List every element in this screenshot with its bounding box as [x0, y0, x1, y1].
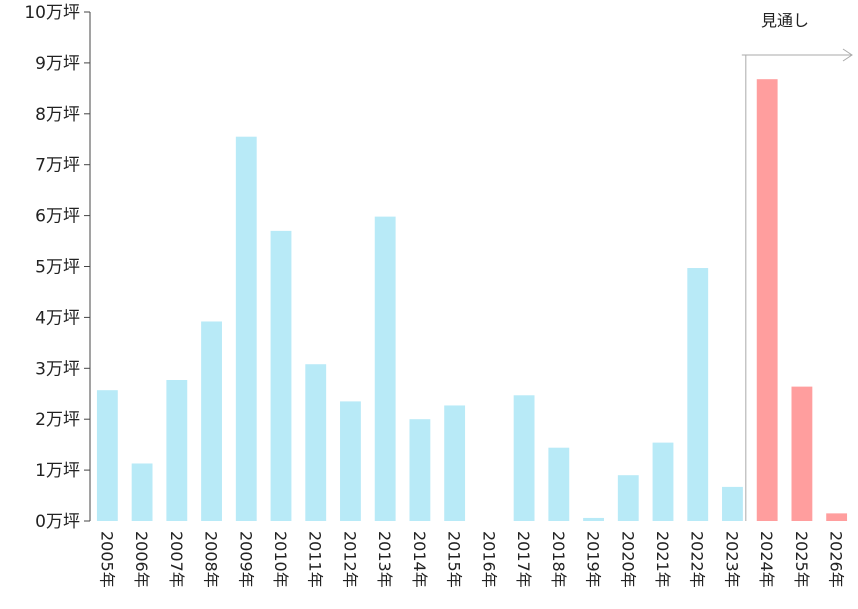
x-tick-label: 2014年: [410, 531, 429, 588]
bar-2011年: [305, 364, 327, 521]
bar-2012年: [340, 401, 361, 521]
x-tick-label: 2010年: [271, 531, 290, 588]
x-tick-label: 2006年: [132, 531, 151, 588]
y-tick-label: 7万坪: [35, 156, 80, 176]
x-tick-label: 2013年: [375, 531, 394, 588]
bar-2007年: [166, 380, 188, 521]
y-tick-label: 8万坪: [35, 105, 80, 125]
y-tick-label: 10万坪: [24, 3, 80, 23]
x-tick-label: 2009年: [236, 531, 255, 588]
y-axis: 0万坪 1万坪 2万坪 3万坪 4万坪 5万坪 6万坪 7万坪 8万坪 9万坪 10万坪: [24, 3, 91, 532]
y-tick-label: 2万坪: [35, 410, 80, 430]
bar-2013年: [374, 216, 396, 522]
forecast-label: 見通し: [761, 11, 809, 30]
bar-2018年: [548, 447, 570, 521]
bar-2020年: [617, 475, 639, 521]
x-tick-label: 2020年: [618, 531, 637, 588]
x-tick-label: 2005年: [97, 531, 116, 588]
bar-2025年: [791, 386, 813, 521]
y-tick-label: 4万坪: [35, 308, 80, 328]
y-tick-label: 5万坪: [35, 258, 80, 278]
x-tick-label: 2015年: [445, 531, 464, 588]
x-tick-label: 2016年: [479, 531, 498, 588]
bar-2021年: [652, 442, 674, 521]
bars: [96, 79, 848, 522]
x-tick-label: 2007年: [167, 531, 186, 588]
bar-2006年: [131, 463, 153, 521]
y-tick-label: 0万坪: [35, 512, 80, 532]
bar-2017年: [513, 395, 535, 521]
x-tick-label: 2012年: [340, 531, 359, 588]
bar-2015年: [444, 405, 466, 521]
forecast-arrow-head: [842, 48, 853, 62]
y-tick-label: 1万坪: [35, 461, 80, 481]
x-tick-label: 2011年: [306, 531, 325, 588]
bar-2024年: [756, 79, 778, 522]
x-tick-label: 2021年: [653, 531, 672, 588]
x-tick-label: 2024年: [757, 531, 776, 588]
bar-2008年: [201, 321, 222, 521]
y-tick-label: 9万坪: [35, 54, 80, 74]
x-tick-label: 2023年: [722, 531, 741, 588]
bar-2010年: [270, 230, 292, 521]
x-tick-label: 2026年: [827, 531, 846, 588]
bar-2026年: [826, 513, 848, 521]
bar-2022年: [687, 268, 709, 521]
x-tick-label: 2022年: [688, 531, 707, 588]
bar-2023年: [722, 486, 743, 521]
x-axis-labels: 2005年 2006年 2007年 2008年 2009年 2010年 2011年 2012年…: [97, 531, 845, 588]
x-tick-label: 2019年: [584, 531, 603, 588]
bar-2014年: [409, 419, 431, 521]
bar-2009年: [235, 136, 257, 521]
bar-2005年: [96, 390, 118, 521]
x-tick-label: 2017年: [514, 531, 533, 588]
x-tick-label: 2025年: [792, 531, 811, 588]
y-tick-label: 3万坪: [35, 359, 80, 379]
x-tick-label: 2018年: [549, 531, 568, 588]
forecast-marker: 見通し: [741, 11, 853, 521]
y-tick-label: 6万坪: [35, 207, 80, 227]
x-tick-label: 2008年: [202, 531, 221, 588]
bar-2019年: [583, 517, 604, 521]
